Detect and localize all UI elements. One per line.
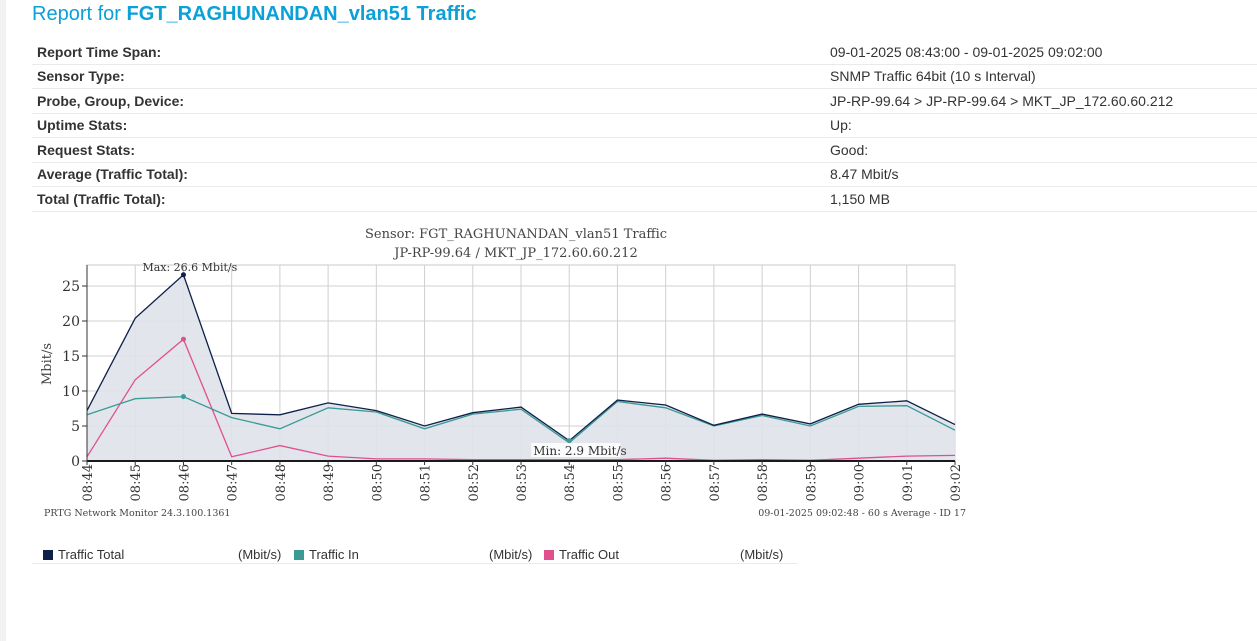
legend-swatch	[43, 550, 53, 560]
info-label: Probe, Group, Device:	[32, 89, 820, 114]
info-value-secondary	[1079, 114, 1257, 138]
info-label: Total (Traffic Total):	[32, 187, 820, 212]
max-annotation: Max: 26.6 Mbit/s	[142, 261, 237, 274]
x-tick-label: 08:57	[708, 464, 723, 501]
info-row-probe-group-device: Probe, Group, Device: JP-RP-99.64 > JP-R…	[32, 89, 1257, 114]
legend-swatch	[294, 550, 304, 560]
info-value: 1,150 MB	[825, 187, 1257, 212]
legend-item-traffic-in: Traffic In	[294, 547, 359, 562]
report-info-table: Report Time Span: 09-01-2025 08:43:00 - …	[32, 40, 1257, 212]
x-tick-label: 08:51	[419, 464, 434, 501]
traffic-chart: Sensor: FGT_RAGHUNANDAN_vlan51 Traffic J…	[40, 227, 966, 519]
traffic-in-marker	[180, 394, 186, 400]
x-tick-label: 09:01	[901, 464, 916, 501]
x-tick-label: 08:48	[274, 464, 289, 501]
x-tick-label: 08:44	[81, 464, 96, 501]
y-axis-label: Mbit/s	[40, 343, 55, 385]
info-row-total-traffic: Total (Traffic Total): 1,150 MB	[32, 187, 1257, 212]
x-tick-label: 08:58	[756, 464, 771, 501]
x-tick-label: 08:47	[226, 464, 241, 501]
x-tick-label: 08:55	[611, 464, 626, 501]
chart-legend: Traffic Total (Mbit/s) Traffic In (Mbit/…	[32, 545, 797, 564]
info-label: Sensor Type:	[32, 65, 820, 89]
info-value: 09-01-2025 08:43:00 - 09-01-2025 09:02:0…	[825, 40, 1257, 65]
info-value: Good:	[825, 138, 1079, 163]
legend-label: Traffic In	[309, 547, 359, 562]
title-sensor-name: FGT_RAGHUNANDAN_vlan51 Traffic	[126, 3, 477, 25]
info-row-average-traffic: Average (Traffic Total): 8.47 Mbit/s	[32, 163, 1257, 187]
x-tick-label: 08:52	[467, 464, 482, 501]
y-tick-label: 0	[71, 454, 80, 470]
page-title: Report for FGT_RAGHUNANDAN_vlan51 Traffi…	[32, 3, 477, 26]
chart-title: Sensor: FGT_RAGHUNANDAN_vlan51 Traffic	[365, 227, 667, 242]
x-tick-label: 09:00	[853, 464, 868, 501]
x-tick-label: 09:02	[949, 464, 964, 501]
info-value: SNMP Traffic 64bit (10 s Interval)	[825, 65, 1257, 89]
info-label: Request Stats:	[32, 138, 820, 163]
chart-axes: 0 5 10 15 20 25 Max: 26.6 Mbit/s Min: 2.9 Mbit/…	[62, 261, 964, 502]
y-tick-label: 20	[62, 314, 80, 330]
x-tick-label: 08:49	[322, 464, 337, 501]
legend-unit: (Mbit/s)	[489, 547, 533, 562]
info-value: Up:	[825, 114, 1079, 138]
x-tick-label: 08:59	[804, 464, 819, 501]
legend-item-traffic-out: Traffic Out	[544, 547, 619, 562]
x-tick-label: 08:56	[660, 464, 675, 501]
info-row-time-span: Report Time Span: 09-01-2025 08:43:00 - …	[32, 40, 1257, 65]
x-tick-label: 08:50	[370, 464, 385, 501]
info-value: 8.47 Mbit/s	[825, 163, 1257, 187]
legend-label: Traffic Out	[559, 547, 619, 562]
x-tick-label: 08:53	[515, 464, 530, 501]
y-tick-label: 15	[62, 349, 80, 365]
chart-footer-left: PRTG Network Monitor 24.3.100.1361	[44, 508, 230, 519]
chart-subtitle: JP-RP-99.64 / MKT_JP_172.60.60.212	[392, 246, 637, 261]
report-page: Report for FGT_RAGHUNANDAN_vlan51 Traffi…	[6, 0, 1257, 641]
info-value-secondary	[1079, 138, 1257, 163]
x-tick-label: 08:54	[563, 464, 578, 501]
x-tick-label: 08:46	[177, 464, 192, 501]
legend-unit: (Mbit/s)	[740, 547, 784, 562]
min-annotation: Min: 2.9 Mbit/s	[533, 444, 626, 458]
y-tick-label: 25	[62, 279, 80, 295]
chart-footer-right: 09-01-2025 09:02:48 - 60 s Average - ID …	[758, 508, 966, 519]
min-annotation-bg	[531, 443, 621, 457]
info-row-request-stats: Request Stats: Good:	[32, 138, 1257, 163]
x-tick-label: 08:45	[129, 464, 144, 501]
traffic-out-marker	[180, 336, 186, 342]
legend-swatch	[544, 550, 554, 560]
info-label: Average (Traffic Total):	[32, 163, 820, 187]
y-tick-label: 5	[71, 419, 80, 435]
info-row-sensor-type: Sensor Type: SNMP Traffic 64bit (10 s In…	[32, 65, 1257, 89]
title-prefix: Report for	[32, 3, 121, 25]
series-traffic-total-area	[87, 274, 955, 461]
min-marker	[566, 438, 572, 444]
legend-label: Traffic Total	[58, 547, 125, 562]
legend-item-traffic-total: Traffic Total	[43, 547, 124, 562]
info-row-uptime-stats: Uptime Stats: Up:	[32, 114, 1257, 138]
legend-unit: (Mbit/s)	[238, 547, 282, 562]
info-label: Report Time Span:	[32, 40, 820, 65]
y-tick-label: 10	[62, 384, 80, 400]
info-value: JP-RP-99.64 > JP-RP-99.64 > MKT_JP_172.6…	[825, 89, 1257, 114]
info-label: Uptime Stats:	[32, 114, 820, 138]
max-marker	[180, 272, 186, 278]
